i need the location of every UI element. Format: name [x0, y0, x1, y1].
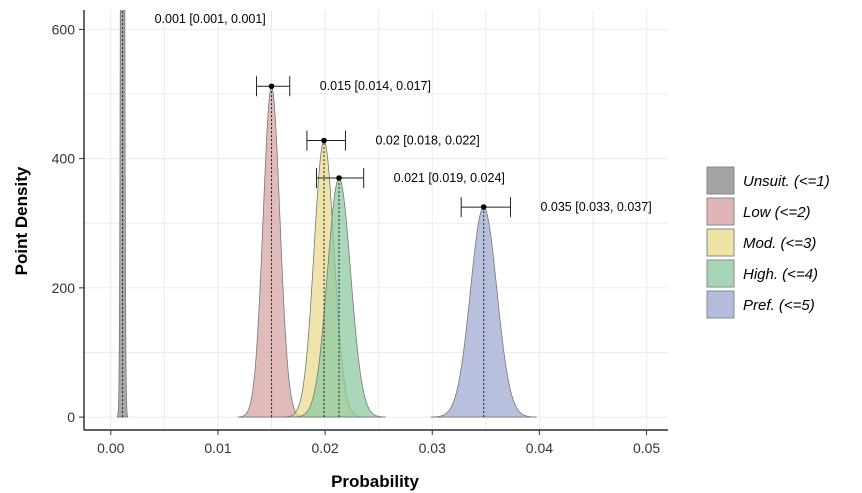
y-tick-label: 600 [52, 21, 76, 37]
legend-label-4: Pref. (<=5) [743, 297, 815, 314]
x-tick-label: 0.00 [97, 440, 124, 456]
x-tick-label: 0.04 [526, 440, 553, 456]
y-tick-label: 400 [52, 151, 76, 167]
annotation-label-0: 0.001 [0.001, 0.001] [155, 12, 266, 26]
interval-bars [256, 76, 511, 218]
annotation-label-4: 0.035 [0.033, 0.037] [540, 200, 651, 214]
legend-label-1: Low (<=2) [743, 204, 811, 221]
density-area-0 [117, 10, 129, 418]
axes: 0.00 0.01 0.02 0.03 0.04 0.05 0 200 400 600 [52, 10, 668, 456]
x-tick-label: 0.02 [311, 440, 338, 456]
annotations: 0.001 [0.001, 0.001] 0.015 [0.014, 0.017]… [155, 12, 652, 214]
annotation-label-3: 0.021 [0.019, 0.024] [394, 171, 505, 185]
mean-point-3 [336, 175, 342, 181]
mean-lines [122, 10, 485, 418]
x-tick-label: 0.05 [633, 440, 660, 456]
legend-label-2: Mod. (<=3) [743, 235, 816, 252]
density-areas [117, 10, 537, 418]
y-tick-label: 0 [67, 409, 75, 425]
legend-swatch-4 [706, 290, 735, 319]
mean-point-1 [268, 83, 275, 90]
x-tick-label: 0.03 [419, 440, 446, 456]
legend-swatch-2 [706, 228, 735, 257]
legend-label-0: Unsuit. (<=1) [743, 173, 830, 190]
x-tick-label: 0.01 [204, 440, 231, 456]
annotation-label-2: 0.02 [0.018, 0.022] [375, 134, 479, 148]
legend-label-3: High. (<=4) [743, 266, 818, 283]
mean-point-4 [480, 204, 487, 210]
x-axis-title: Probability [331, 472, 419, 491]
mean-point-2 [321, 137, 327, 144]
y-axis-title: Point Density [12, 166, 31, 275]
y-tick-label: 200 [52, 280, 76, 296]
annotation-label-1: 0.015 [0.014, 0.017] [320, 79, 431, 93]
legend: Unsuit. (<=1) Low (<=2) Mod. (<=3) High. (<… [706, 166, 830, 319]
legend-swatch-0 [706, 166, 735, 195]
grid [84, 10, 668, 430]
legend-swatch-1 [706, 197, 735, 226]
legend-swatch-3 [706, 259, 735, 288]
